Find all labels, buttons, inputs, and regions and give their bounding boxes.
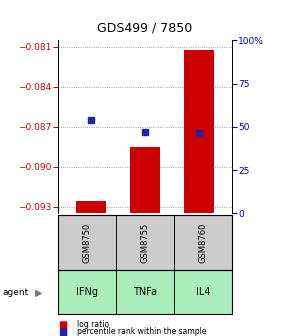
Text: IFNg: IFNg (76, 287, 98, 297)
Text: IL4: IL4 (196, 287, 210, 297)
Text: TNFa: TNFa (133, 287, 157, 297)
Text: GSM8750: GSM8750 (82, 223, 92, 263)
Text: agent: agent (3, 288, 29, 297)
Text: GDS499 / 7850: GDS499 / 7850 (97, 22, 193, 35)
Text: GSM8760: GSM8760 (198, 222, 208, 263)
Bar (76, 201, 106, 213)
Text: ■: ■ (58, 320, 67, 330)
Bar (184, 50, 214, 213)
Bar (130, 148, 160, 213)
Text: log ratio: log ratio (77, 321, 109, 329)
Text: percentile rank within the sample: percentile rank within the sample (77, 327, 206, 336)
Text: ■: ■ (58, 327, 67, 336)
Text: GSM8755: GSM8755 (140, 223, 150, 263)
Text: ▶: ▶ (35, 287, 43, 297)
